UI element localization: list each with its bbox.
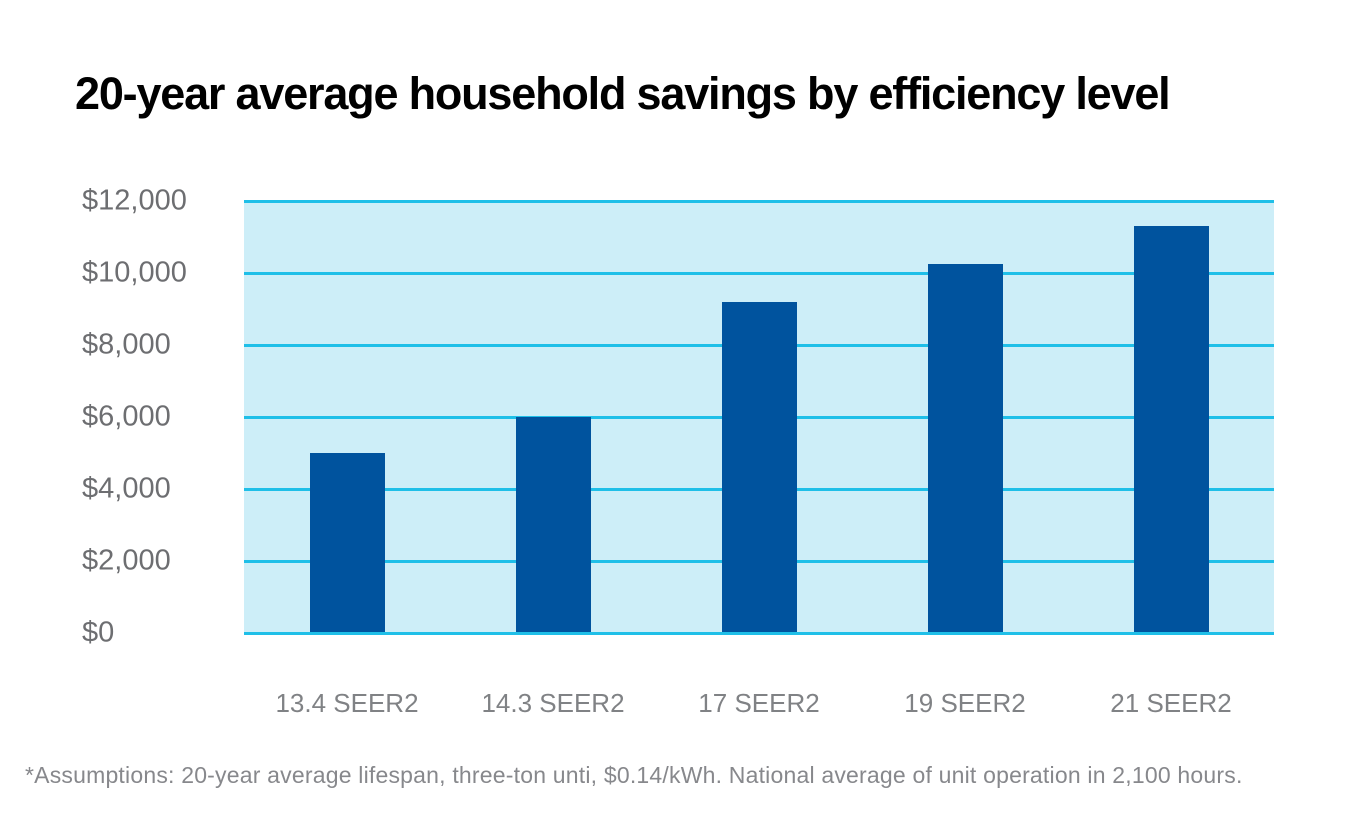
plot-area — [244, 199, 1274, 635]
x-axis-category-label: 21 SEER2 — [1110, 688, 1232, 718]
x-axis-category-label: 14.3 SEER2 — [481, 688, 625, 718]
y-axis-tick-label: $6,000 — [82, 400, 171, 433]
bar-21-seer2 — [1133, 226, 1209, 633]
bar-19-seer2 — [927, 264, 1003, 633]
gridline — [244, 271, 1274, 275]
y-axis-tick-label: $4,000 — [82, 472, 171, 505]
y-axis-tick-label: $2,000 — [82, 544, 171, 577]
assumptions-footnote: *Assumptions: 20-year average lifespan, … — [25, 762, 1243, 788]
bar-13.4-seer2 — [309, 453, 385, 633]
bar-14.3-seer2 — [515, 417, 591, 633]
x-axis-category-label: 17 SEER2 — [698, 688, 820, 718]
y-axis-tick-label: $8,000 — [82, 328, 171, 361]
x-axis-category-label: 13.4 SEER2 — [275, 688, 419, 718]
gridline — [244, 199, 1274, 203]
y-axis-tick-label: $0 — [82, 616, 115, 649]
x-axis-baseline — [244, 631, 1274, 635]
chart-title: 20-year average household savings by eff… — [75, 68, 1171, 119]
x-axis-category-label: 19 SEER2 — [904, 688, 1026, 718]
bar-17-seer2 — [721, 301, 797, 633]
y-axis-tick-label: $12,000 — [82, 184, 187, 217]
y-axis-tick-label: $10,000 — [82, 256, 187, 289]
